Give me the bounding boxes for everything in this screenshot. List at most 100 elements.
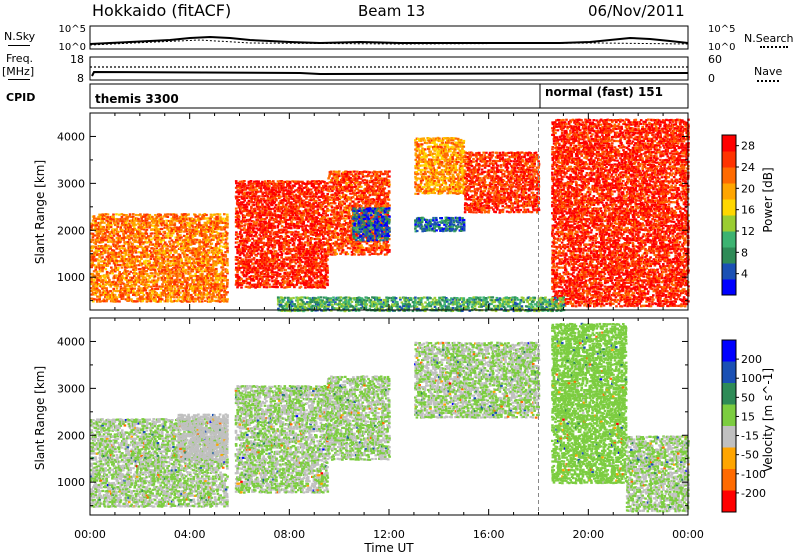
heatmap-cell — [169, 298, 172, 300]
heatmap-cell — [164, 214, 167, 216]
heatmap-cell — [138, 264, 141, 266]
heatmap-cell — [149, 298, 152, 300]
heatmap-cell — [169, 292, 172, 294]
heatmap-cell — [119, 226, 122, 228]
heatmap-cell — [92, 236, 95, 238]
heatmap-cell — [134, 288, 137, 290]
heatmap-cell — [101, 270, 104, 272]
heatmap-cell — [104, 279, 107, 281]
heatmap-cell — [161, 298, 164, 300]
heatmap-cell — [129, 224, 132, 226]
heatmap-cell — [144, 262, 147, 264]
heatmap-cell — [124, 247, 127, 249]
heatmap-cell — [171, 277, 174, 279]
heatmap-cell — [169, 243, 172, 245]
heatmap-cell — [136, 300, 139, 302]
heatmap-cell — [104, 237, 107, 239]
heatmap-cell — [159, 300, 162, 302]
heatmap-cell — [138, 235, 141, 237]
heatmap-cell — [154, 214, 157, 216]
heatmap-cell — [92, 220, 95, 222]
chart-svg: 10^5 10^0 10^5 10^0 18 8 60 0 themis 330… — [0, 0, 800, 554]
heatmap-cell — [117, 267, 120, 269]
heatmap-cell — [154, 275, 157, 277]
heatmap-cell — [131, 246, 134, 248]
heatmap-cell — [121, 216, 124, 218]
heatmap-cell — [112, 288, 115, 290]
heatmap-cell — [127, 294, 130, 296]
heatmap-cell — [114, 294, 117, 296]
heatmap-cell — [100, 228, 103, 230]
heatmap-cell — [118, 248, 121, 250]
heatmap-cell — [128, 243, 131, 245]
heatmap-cell — [142, 300, 145, 302]
heatmap-cell — [93, 279, 96, 281]
heatmap-cell — [110, 224, 113, 226]
heatmap-cell — [98, 298, 101, 300]
heatmap-cell — [111, 237, 114, 239]
count-tick-left-top: 10^5 — [59, 24, 86, 35]
heatmap-cell — [141, 281, 144, 283]
heatmap-cell — [125, 222, 128, 224]
heatmap-cell — [153, 248, 156, 250]
heatmap-cell — [166, 245, 169, 247]
heatmap-cell — [105, 268, 108, 270]
heatmap-cell — [97, 273, 100, 275]
heatmap-cell — [157, 260, 160, 262]
heatmap-cell — [146, 281, 149, 283]
heatmap-cell — [147, 246, 150, 248]
heatmap-cell — [149, 254, 152, 256]
heatmap-cell — [116, 288, 119, 290]
heatmap-cell — [132, 290, 135, 292]
heatmap-cell — [112, 216, 115, 218]
heatmap-cell — [139, 260, 142, 262]
heatmap-cell — [122, 298, 125, 300]
heatmap-cell — [122, 295, 125, 297]
heatmap-cell — [121, 255, 124, 257]
heatmap-cell — [120, 273, 123, 275]
heatmap-cell — [157, 235, 160, 237]
heatmap-cell — [104, 232, 107, 234]
heatmap-cell — [160, 262, 163, 264]
heatmap-cell — [143, 227, 146, 229]
heatmap-cell — [105, 287, 108, 289]
heatmap-cell — [132, 243, 135, 245]
nsky-panel: 10^5 10^0 10^5 10^0 — [59, 24, 736, 53]
heatmap-cell — [126, 265, 129, 267]
heatmap-cell — [158, 251, 161, 253]
heatmap-cell — [104, 258, 107, 260]
heatmap-cell — [115, 256, 118, 258]
heatmap-cell — [118, 245, 121, 247]
heatmap-cell — [108, 279, 111, 281]
heatmap-cell — [166, 213, 169, 215]
heatmap-cell — [106, 247, 109, 249]
heatmap-cell — [98, 283, 101, 285]
heatmap-cell — [156, 223, 159, 225]
freq-tick-top: 18 — [70, 53, 84, 66]
heatmap-cell — [118, 256, 121, 258]
heatmap-cell — [169, 252, 172, 254]
heatmap-cell — [146, 233, 149, 235]
heatmap-cell — [146, 301, 149, 303]
heatmap-cell — [150, 294, 153, 296]
heatmap-cell — [130, 298, 133, 300]
heatmap-cell — [171, 288, 174, 290]
heatmap-cell — [136, 258, 139, 260]
heatmap-cell — [101, 235, 104, 237]
heatmap-cell — [146, 248, 149, 250]
heatmap-cell — [106, 298, 109, 300]
heatmap-cell — [103, 290, 106, 292]
heatmap-cell — [93, 215, 96, 217]
heatmap-cell — [135, 269, 138, 271]
heatmap-cell — [128, 279, 131, 281]
heatmap-cell — [161, 292, 164, 294]
heatmap-cell — [113, 239, 116, 241]
heatmap-cell — [155, 285, 158, 287]
heatmap-cell — [113, 232, 116, 234]
heatmap-cell — [151, 292, 154, 294]
heatmap-cell — [162, 220, 165, 222]
heatmap-cell — [118, 235, 121, 237]
heatmap-cell — [121, 267, 124, 269]
heatmap-cell — [158, 253, 161, 255]
